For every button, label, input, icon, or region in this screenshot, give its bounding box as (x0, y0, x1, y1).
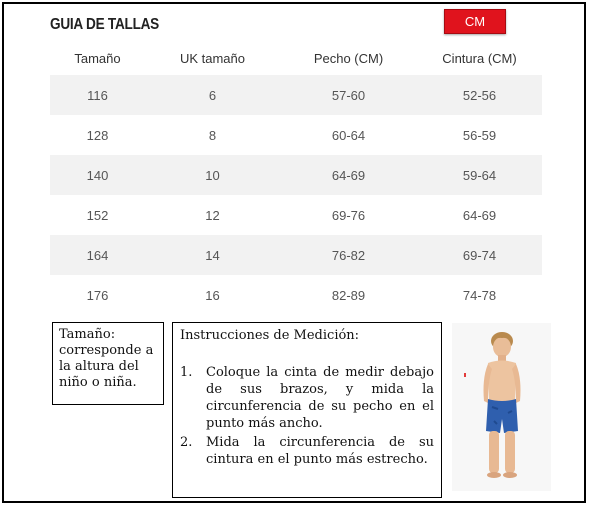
cell-waist: 64-69 (462, 207, 497, 223)
cell-uk-size: 8 (208, 127, 217, 143)
header-uk-size: UK tamaño (179, 51, 246, 66)
cell-uk-size: 16 (205, 287, 220, 303)
size-table: Tamaño UK tamaño Pecho (CM) Cintura (CM)… (50, 42, 542, 315)
header-waist: Cintura (CM) (442, 51, 517, 66)
table-header-row: Tamaño UK tamaño Pecho (CM) Cintura (CM) (50, 42, 542, 75)
cell-uk-size: 14 (145, 235, 280, 275)
table-row: 128 8 60-64 56-59 (50, 115, 542, 155)
step-text: Mida la circunferencia de su cintura en … (206, 435, 434, 467)
cell-size: 140 (50, 155, 145, 195)
size-note-box: Tamaño: corresponde a la altura del niño… (52, 322, 164, 405)
cell-waist: 74-78 (462, 287, 497, 303)
table-row: 152 12 69-76 64-69 (50, 195, 542, 235)
instruction-step: 2. Mida la circunferencia de su cintura … (180, 434, 434, 468)
table-row: 164 14 76-82 69-74 (50, 235, 542, 275)
size-note-text: Tamaño: corresponde a la altura del niño… (59, 327, 154, 390)
cell-waist: 69-74 (417, 235, 542, 275)
cell-size: 176 (86, 287, 109, 303)
cell-size: 116 (50, 75, 145, 115)
cell-chest: 60-64 (331, 127, 366, 143)
step-number: 1. (180, 365, 193, 380)
table-row: 176 16 82-89 74-78 (50, 275, 542, 315)
cell-size: 164 (50, 235, 145, 275)
cell-uk-size: 6 (145, 75, 280, 115)
step-text: Coloque la cinta de medir debajo de sus … (206, 365, 434, 431)
instructions-title: Instrucciones de Medición: (180, 328, 360, 343)
cell-uk-size: 12 (205, 207, 220, 223)
measurement-instructions-box: Instrucciones de Medición: 1. Coloque la… (172, 322, 442, 498)
instruction-step: 1. Coloque la cinta de medir debajo de s… (180, 364, 434, 432)
child-model-photo (452, 323, 551, 491)
cell-uk-size: 10 (145, 155, 280, 195)
table-row: 140 10 64-69 59-64 (50, 155, 542, 195)
cell-waist: 56-59 (462, 127, 497, 143)
cell-chest: 82-89 (331, 287, 366, 303)
unit-cm-button[interactable]: CM (444, 9, 506, 34)
cell-chest: 57-60 (280, 75, 417, 115)
table-row: 116 6 57-60 52-56 (50, 75, 542, 115)
cell-waist: 52-56 (417, 75, 542, 115)
cell-chest: 64-69 (280, 155, 417, 195)
header-chest: Pecho (CM) (313, 51, 384, 66)
cell-waist: 59-64 (417, 155, 542, 195)
child-model-illustration (452, 323, 551, 491)
page-title: GUIA DE TALLAS (50, 16, 160, 33)
cell-size: 128 (86, 127, 109, 143)
cell-size: 152 (86, 207, 109, 223)
step-number: 2. (180, 435, 193, 450)
cell-chest: 69-76 (331, 207, 366, 223)
page-frame (2, 2, 586, 503)
cell-chest: 76-82 (280, 235, 417, 275)
header-size: Tamaño (74, 51, 121, 66)
